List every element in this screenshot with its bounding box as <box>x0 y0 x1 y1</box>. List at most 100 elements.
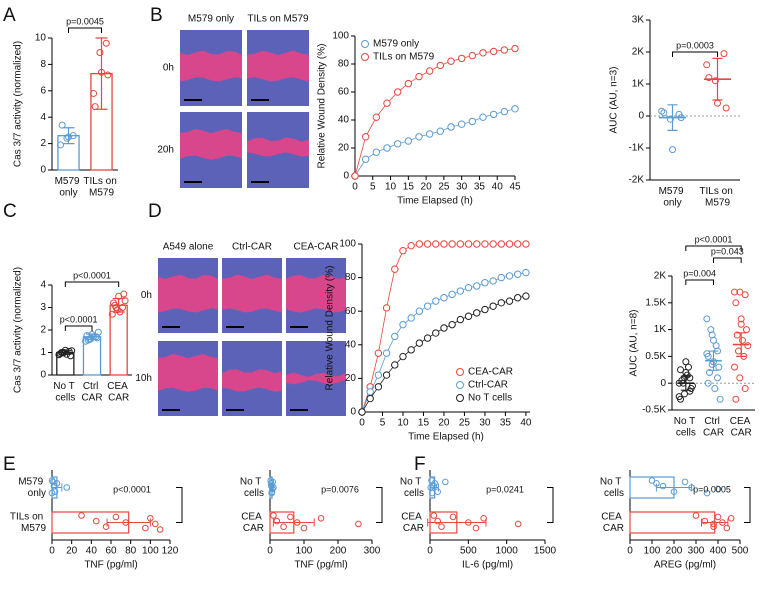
x-tick-label: CEA CAR <box>730 416 753 439</box>
data-point <box>91 103 99 111</box>
data-point <box>705 74 713 82</box>
y-tick-label: 3K <box>632 15 645 26</box>
error-bar <box>427 518 487 527</box>
x-tick-label: 0 <box>627 546 633 557</box>
data-point <box>407 314 415 322</box>
data-point <box>681 374 689 382</box>
x-tick-label: 40 <box>520 418 532 429</box>
data-point <box>660 109 668 117</box>
data-point <box>423 302 432 310</box>
x-tick-label: TILs on M579 <box>699 186 735 209</box>
x-tick-label: M579 only <box>55 176 83 199</box>
y-tick-label: -2K <box>628 175 644 186</box>
p-value: p=0.0076 <box>321 484 359 494</box>
data-point <box>522 268 530 277</box>
significance-bracket <box>376 487 383 523</box>
error-bar <box>272 518 315 527</box>
data-point <box>711 77 719 85</box>
data-point <box>436 127 445 135</box>
data-point <box>112 513 120 521</box>
x-tick-label: Ctrl CAR <box>703 416 724 439</box>
data-point <box>432 240 440 248</box>
wound-area <box>180 50 242 82</box>
wound-area <box>222 369 282 392</box>
y-tick-label: 0 <box>660 378 666 389</box>
data-point <box>449 513 457 521</box>
y-tick-label: 1 <box>40 347 46 358</box>
data-point <box>481 240 489 248</box>
data-point <box>355 520 362 528</box>
data-point <box>703 489 711 497</box>
data-point <box>151 520 159 528</box>
wound-area <box>247 137 309 157</box>
x-tick-label: M579 only <box>659 186 687 209</box>
data-point <box>456 315 465 324</box>
data-point <box>456 287 465 295</box>
p-value: p=0.0241 <box>486 484 524 494</box>
data-point <box>500 46 509 54</box>
y-axis-label: Relative Wound Density (%) <box>325 266 336 391</box>
wound-area <box>286 372 346 385</box>
data-point <box>404 79 413 88</box>
data-point <box>436 61 445 70</box>
data-point <box>703 350 711 358</box>
data-point <box>399 352 407 361</box>
x-tick-label: 5 <box>380 418 386 429</box>
y-tick-label: No T cells <box>600 476 624 499</box>
y-tick-label: 6 <box>40 85 46 96</box>
data-point <box>391 361 399 369</box>
significance-bracket <box>672 51 718 57</box>
y-tick-label: 0 <box>343 171 349 182</box>
y-tick-label: TILs on M579 <box>10 511 47 534</box>
data-point <box>366 388 374 396</box>
panel-letter: B <box>150 5 163 26</box>
data-point <box>658 107 666 115</box>
data-point <box>69 132 77 140</box>
data-point <box>423 334 432 342</box>
error-bar <box>95 37 108 110</box>
data-point <box>287 513 294 521</box>
data-point <box>382 349 391 357</box>
error-bar <box>62 127 75 145</box>
data-point <box>438 523 445 531</box>
significance-bracket <box>68 27 102 33</box>
panel-letter: A <box>3 5 16 26</box>
y-axis-label: AUC (AU, n=3) <box>609 67 620 134</box>
x-tick-label: 40 <box>86 546 98 557</box>
legend-marker <box>361 40 369 48</box>
data-point <box>723 524 731 532</box>
x-tick-label: 200 <box>330 546 347 557</box>
y-tick-label: 40 <box>345 339 357 350</box>
data-point <box>732 395 740 403</box>
data-point <box>94 328 102 336</box>
y-tick-label: 0 <box>638 111 644 122</box>
data-point <box>670 488 678 496</box>
data-point <box>57 141 65 149</box>
x-tick-label: 20 <box>438 418 450 429</box>
data-point <box>732 299 740 307</box>
x-tick-label: 10 <box>397 418 409 429</box>
y-tick-label: No T cells <box>240 476 264 499</box>
data-point <box>374 349 383 357</box>
data-point <box>514 294 522 302</box>
data-point <box>464 240 473 248</box>
p-value: p<0.0001 <box>695 234 733 244</box>
data-point <box>715 363 723 371</box>
data-point <box>415 133 423 141</box>
data-point <box>473 240 481 248</box>
wound-area <box>286 274 346 313</box>
data-point <box>473 282 481 290</box>
error-bar <box>112 297 125 313</box>
data-point <box>706 368 714 376</box>
data-point <box>425 67 434 75</box>
data-point <box>704 379 712 387</box>
data-point <box>92 517 100 525</box>
data-point <box>710 523 717 531</box>
data-point <box>440 240 448 248</box>
y-tick-label: 80 <box>338 59 350 70</box>
y-tick-label: 2 <box>40 138 46 149</box>
legend-label: Ctrl-CAR <box>468 380 508 391</box>
data-point <box>415 307 424 315</box>
data-point <box>48 477 56 484</box>
data-point <box>481 305 489 314</box>
